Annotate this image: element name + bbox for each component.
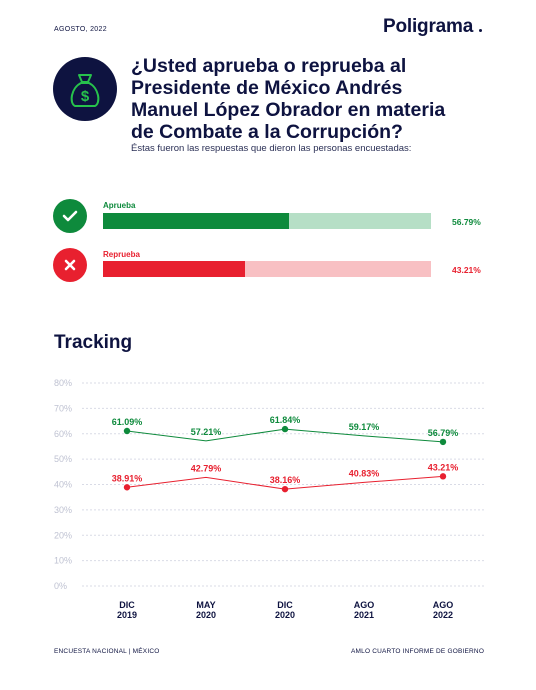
y-tick-label: 40% (54, 480, 72, 490)
disapprove-label: Reprueba (103, 250, 140, 259)
y-tick-label: 20% (54, 530, 72, 540)
money-bag-icon: $ (53, 57, 117, 121)
data-point (281, 485, 289, 493)
footer-right: AMLO CUARTO INFORME DE GOBIERNO (351, 648, 485, 655)
question-title: ¿Usted aprueba o reprueba al Presidente … (131, 55, 446, 143)
x-tick-label: AGO (354, 600, 375, 610)
x-tick-label: 2019 (117, 610, 137, 620)
brand-logo: Poligrama (383, 16, 474, 37)
question-subtitle: Éstas fueron las respuestas que dieron l… (131, 143, 412, 154)
data-point (123, 484, 131, 491)
x-tick-label: 2020 (196, 610, 216, 620)
data-point (439, 438, 447, 446)
x-tick-label: 2020 (275, 610, 295, 620)
data-label: 43.21% (428, 462, 459, 472)
x-tick-label: 2022 (433, 610, 453, 620)
x-tick-label: MAY (196, 600, 215, 610)
data-label: 61.09% (112, 417, 143, 427)
data-label: 40.83% (349, 468, 380, 478)
data-label: 61.84% (270, 415, 301, 425)
data-label: 38.91% (112, 473, 143, 483)
disapprove-value: 43.21% (452, 265, 481, 275)
y-tick-label: 0% (54, 581, 67, 591)
approve-bar-fill (103, 213, 290, 229)
tracking-title: Tracking (54, 332, 133, 353)
y-tick-label: 30% (54, 505, 72, 515)
data-point (281, 425, 289, 433)
x-tick-label: DIC (277, 600, 293, 610)
disapprove-bar-fill (103, 261, 245, 277)
y-tick-label: 80% (54, 378, 72, 388)
x-icon (53, 248, 87, 282)
check-icon (53, 199, 87, 233)
y-tick-label: 70% (54, 403, 72, 413)
brand-dot (479, 29, 482, 32)
svg-text:$: $ (81, 88, 90, 105)
data-label: 59.17% (349, 422, 380, 432)
data-label: 42.79% (191, 463, 222, 473)
x-tick-label: AGO (433, 600, 454, 610)
y-tick-label: 50% (54, 454, 72, 464)
data-point (439, 473, 447, 480)
approve-value: 56.79% (452, 217, 481, 227)
approve-bar-track (103, 213, 431, 229)
approve-label: Aprueba (103, 201, 136, 210)
footer-left: ENCUESTA NACIONAL | MÉXICO (54, 648, 160, 655)
data-label: 38.16% (270, 475, 301, 485)
data-label: 57.21% (191, 427, 222, 437)
x-tick-label: 2021 (354, 610, 374, 620)
data-label: 56.79% (428, 428, 459, 438)
disapprove-bar-track (103, 261, 431, 277)
y-tick-label: 10% (54, 556, 72, 566)
x-tick-label: DIC (119, 600, 135, 610)
data-point (123, 427, 131, 435)
y-tick-label: 60% (54, 429, 72, 439)
report-date: AGOSTO, 2022 (54, 26, 107, 33)
